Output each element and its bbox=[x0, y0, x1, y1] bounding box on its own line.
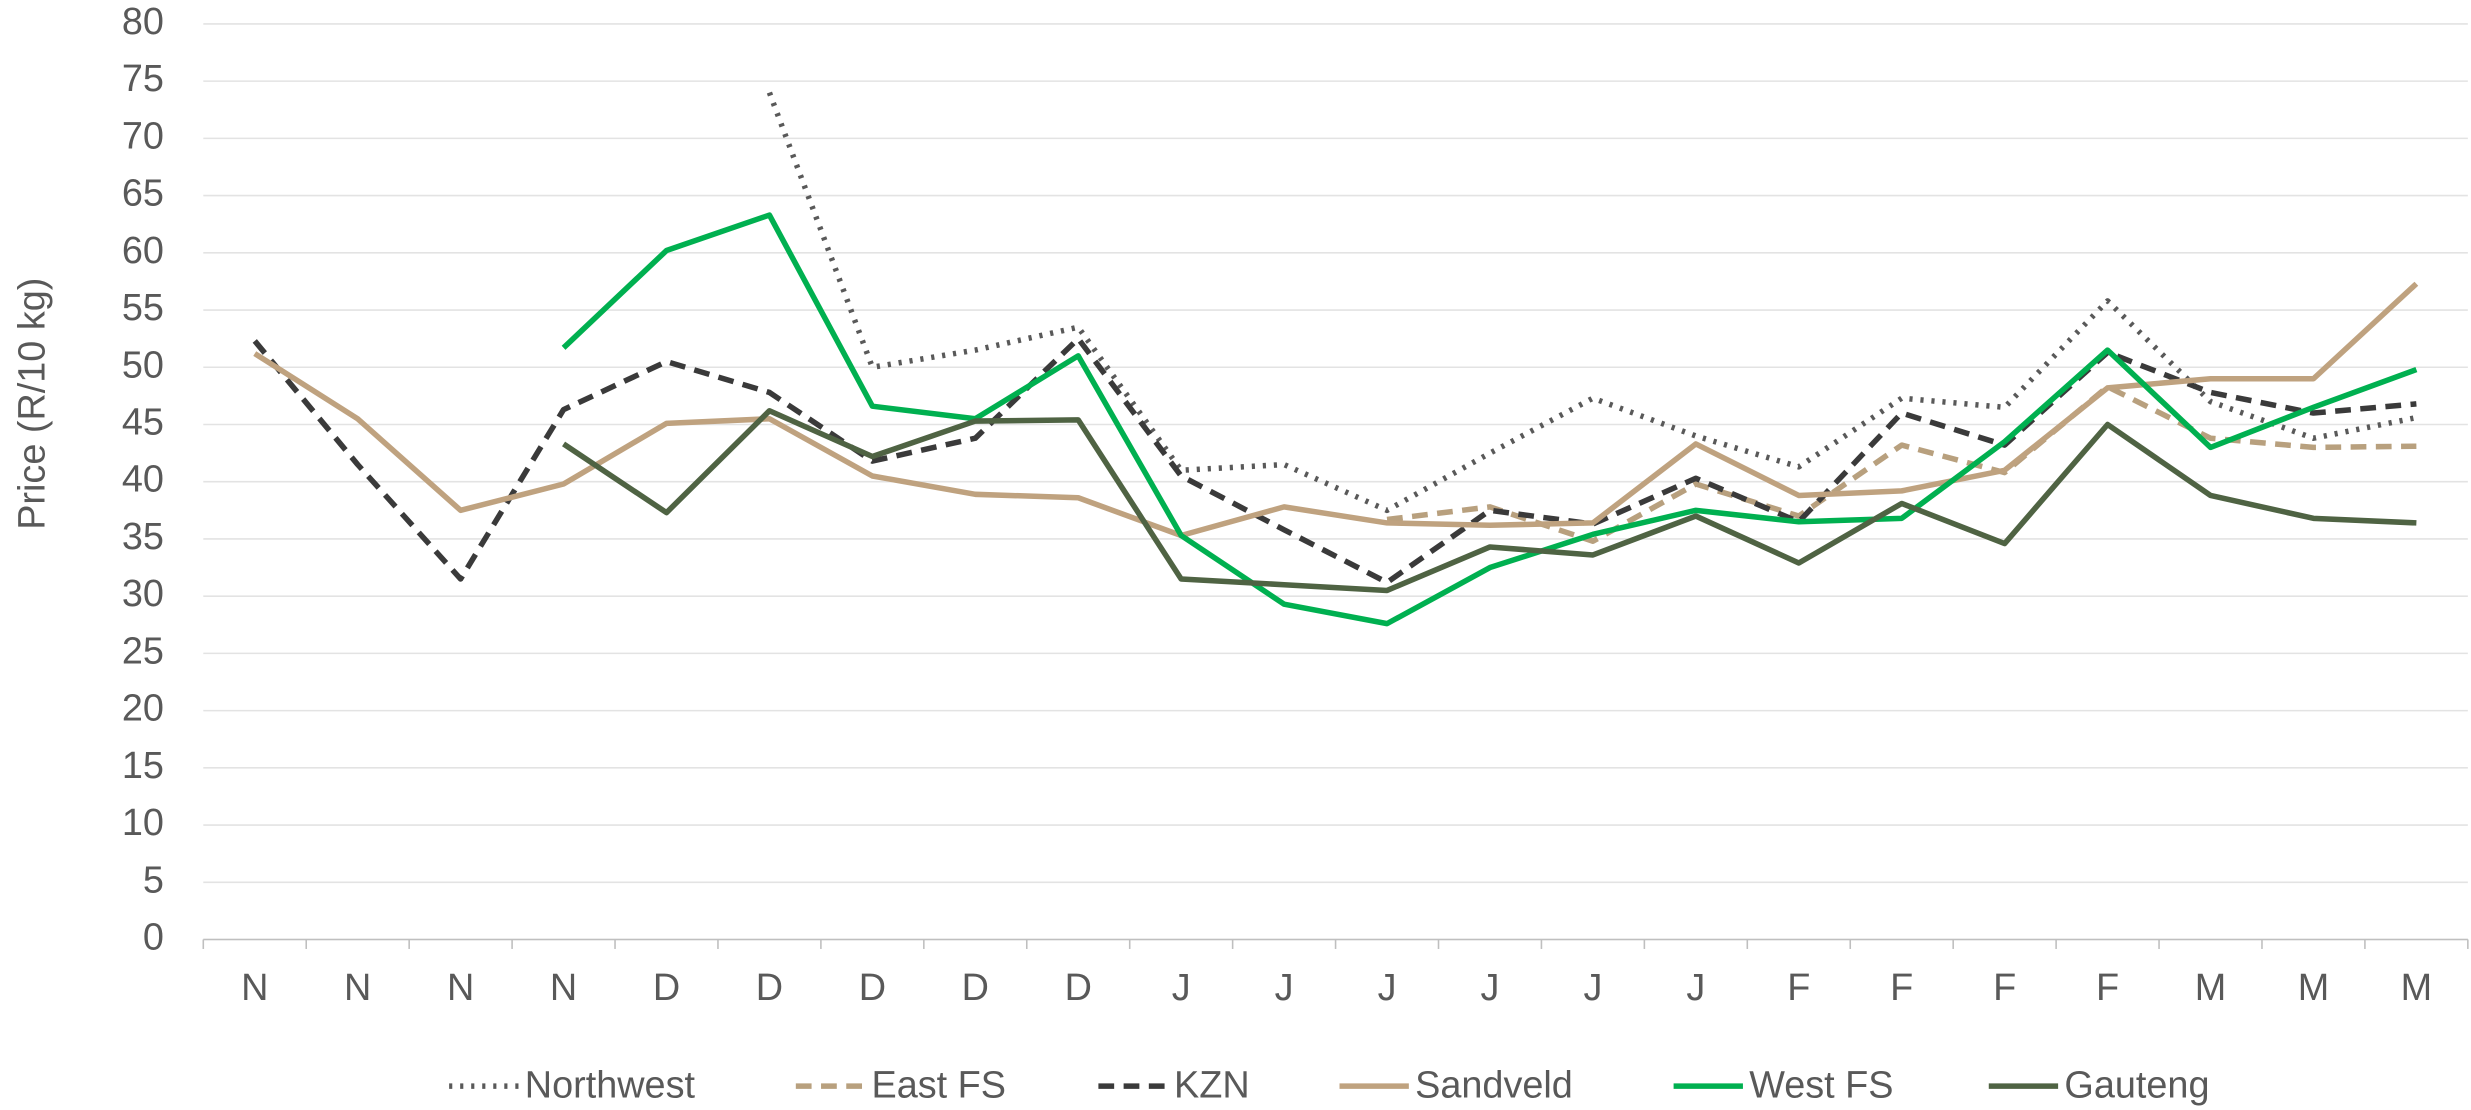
y-tick-label: 20 bbox=[122, 688, 164, 730]
y-tick-label: 35 bbox=[122, 516, 164, 558]
y-axis-label: Price (R/10 kg) bbox=[12, 278, 54, 530]
series-line bbox=[766, 91, 2417, 514]
x-tick-label: J bbox=[1172, 967, 1191, 1009]
x-tick-label: F bbox=[2096, 967, 2119, 1009]
series-line bbox=[562, 408, 2417, 594]
legend-label: Sandveld bbox=[1415, 1065, 1573, 1107]
legend-label: KZN bbox=[1174, 1065, 1250, 1107]
x-tick-label: D bbox=[1065, 967, 1092, 1009]
legend-label: Northwest bbox=[525, 1065, 696, 1107]
x-tick-label: M bbox=[2401, 967, 2433, 1009]
y-tick-label: 55 bbox=[122, 287, 164, 329]
x-tick-label: F bbox=[1993, 967, 2016, 1009]
x-tick-label: F bbox=[1787, 967, 1810, 1009]
y-tick-label: 75 bbox=[122, 58, 164, 100]
y-tick-label: 50 bbox=[122, 344, 164, 386]
x-tick-label: N bbox=[447, 967, 474, 1009]
y-tick-label: 15 bbox=[122, 745, 164, 787]
y-tick-label: 5 bbox=[143, 859, 164, 901]
y-tick-label: 10 bbox=[122, 802, 164, 844]
legend-label: West FS bbox=[1749, 1065, 1893, 1107]
y-tick-label: 30 bbox=[122, 573, 164, 615]
x-tick-label: N bbox=[241, 967, 268, 1009]
x-tick-label: M bbox=[2195, 967, 2227, 1009]
x-tick-label: D bbox=[962, 967, 989, 1009]
x-tick-label: J bbox=[1686, 967, 1705, 1009]
y-tick-label: 80 bbox=[122, 1, 164, 43]
series-line bbox=[252, 335, 2417, 586]
x-tick-label: D bbox=[756, 967, 783, 1009]
y-tick-label: 45 bbox=[122, 401, 164, 443]
x-tick-label: F bbox=[1890, 967, 1913, 1009]
x-tick-label: J bbox=[1481, 967, 1500, 1009]
x-tick-label: J bbox=[1275, 967, 1294, 1009]
y-tick-label: 25 bbox=[122, 630, 164, 672]
series-line bbox=[1386, 383, 2417, 544]
y-tick-label: 0 bbox=[143, 917, 164, 959]
series-line bbox=[253, 281, 2419, 539]
legend-label: East FS bbox=[871, 1065, 1006, 1107]
y-tick-label: 40 bbox=[122, 459, 164, 501]
x-tick-label: J bbox=[1583, 967, 1602, 1009]
y-tick-label: 70 bbox=[122, 115, 164, 157]
x-tick-label: N bbox=[550, 967, 577, 1009]
x-tick-label: J bbox=[1378, 967, 1397, 1009]
x-tick-label: N bbox=[344, 967, 371, 1009]
x-tick-label: M bbox=[2298, 967, 2330, 1009]
y-tick-label: 60 bbox=[122, 230, 164, 272]
x-tick-label: D bbox=[653, 967, 680, 1009]
y-tick-label: 65 bbox=[122, 173, 164, 215]
x-tick-label: D bbox=[859, 967, 886, 1009]
series-line bbox=[561, 212, 2418, 627]
legend-label: Gauteng bbox=[2064, 1065, 2209, 1107]
